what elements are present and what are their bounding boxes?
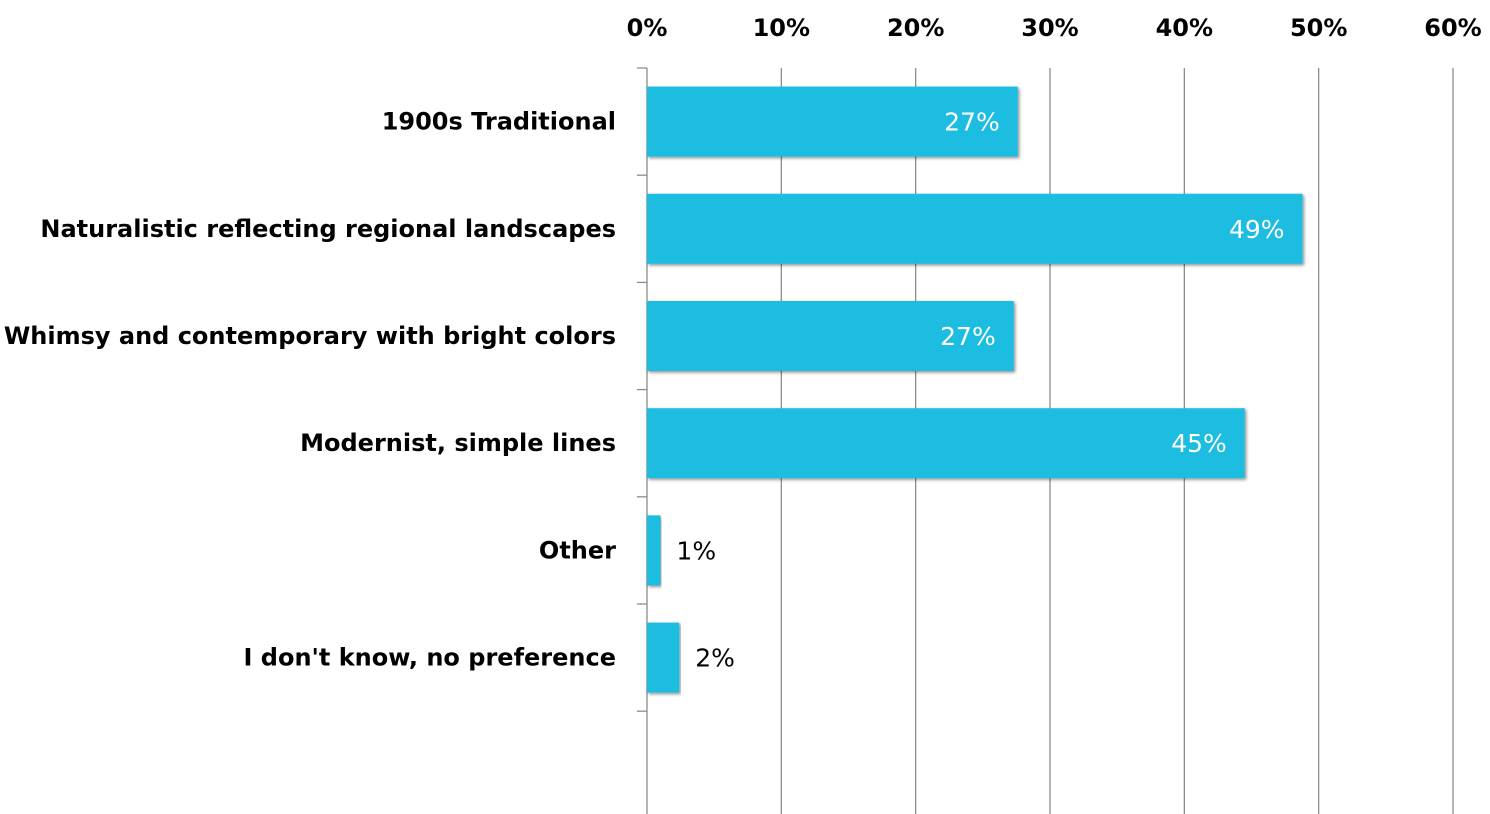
bar: [647, 408, 1245, 479]
bar: [647, 515, 661, 586]
x-tick-label: 0%: [627, 14, 668, 42]
category-label: Naturalistic reflecting regional landsca…: [40, 215, 616, 243]
category-labels: 1900s Traditional Naturalistic reflecting…: [4, 108, 616, 672]
data-label: 27%: [944, 108, 1000, 137]
data-labels: 27% 49% 27% 45% 1% 2%: [676, 108, 1284, 673]
value-axis-tick-labels: 0% 10% 20% 30% 40% 50% 60%: [627, 14, 1482, 42]
bar: [647, 86, 1018, 157]
category-label: I don't know, no preference: [243, 644, 616, 672]
data-label: 27%: [940, 322, 996, 351]
bar: [647, 301, 1014, 371]
category-axis: [637, 67, 647, 712]
category-label: Whimsy and contemporary with bright colo…: [4, 322, 616, 350]
data-label: 1%: [676, 536, 716, 565]
data-label: 2%: [695, 644, 735, 673]
category-label: Other: [539, 536, 616, 564]
bar: [647, 622, 680, 693]
category-label: 1900s Traditional: [382, 108, 616, 136]
x-tick-label: 50%: [1290, 14, 1347, 42]
data-label: 45%: [1171, 429, 1227, 458]
x-tick-label: 20%: [887, 14, 944, 42]
x-tick-label: 60%: [1424, 14, 1481, 42]
category-label: Modernist, simple lines: [300, 429, 616, 457]
x-tick-label: 10%: [753, 14, 810, 42]
data-label: 49%: [1229, 215, 1285, 244]
bar: [647, 193, 1303, 264]
x-tick-label: 40%: [1156, 14, 1213, 42]
x-tick-label: 30%: [1021, 14, 1078, 42]
bars: [647, 86, 1303, 693]
